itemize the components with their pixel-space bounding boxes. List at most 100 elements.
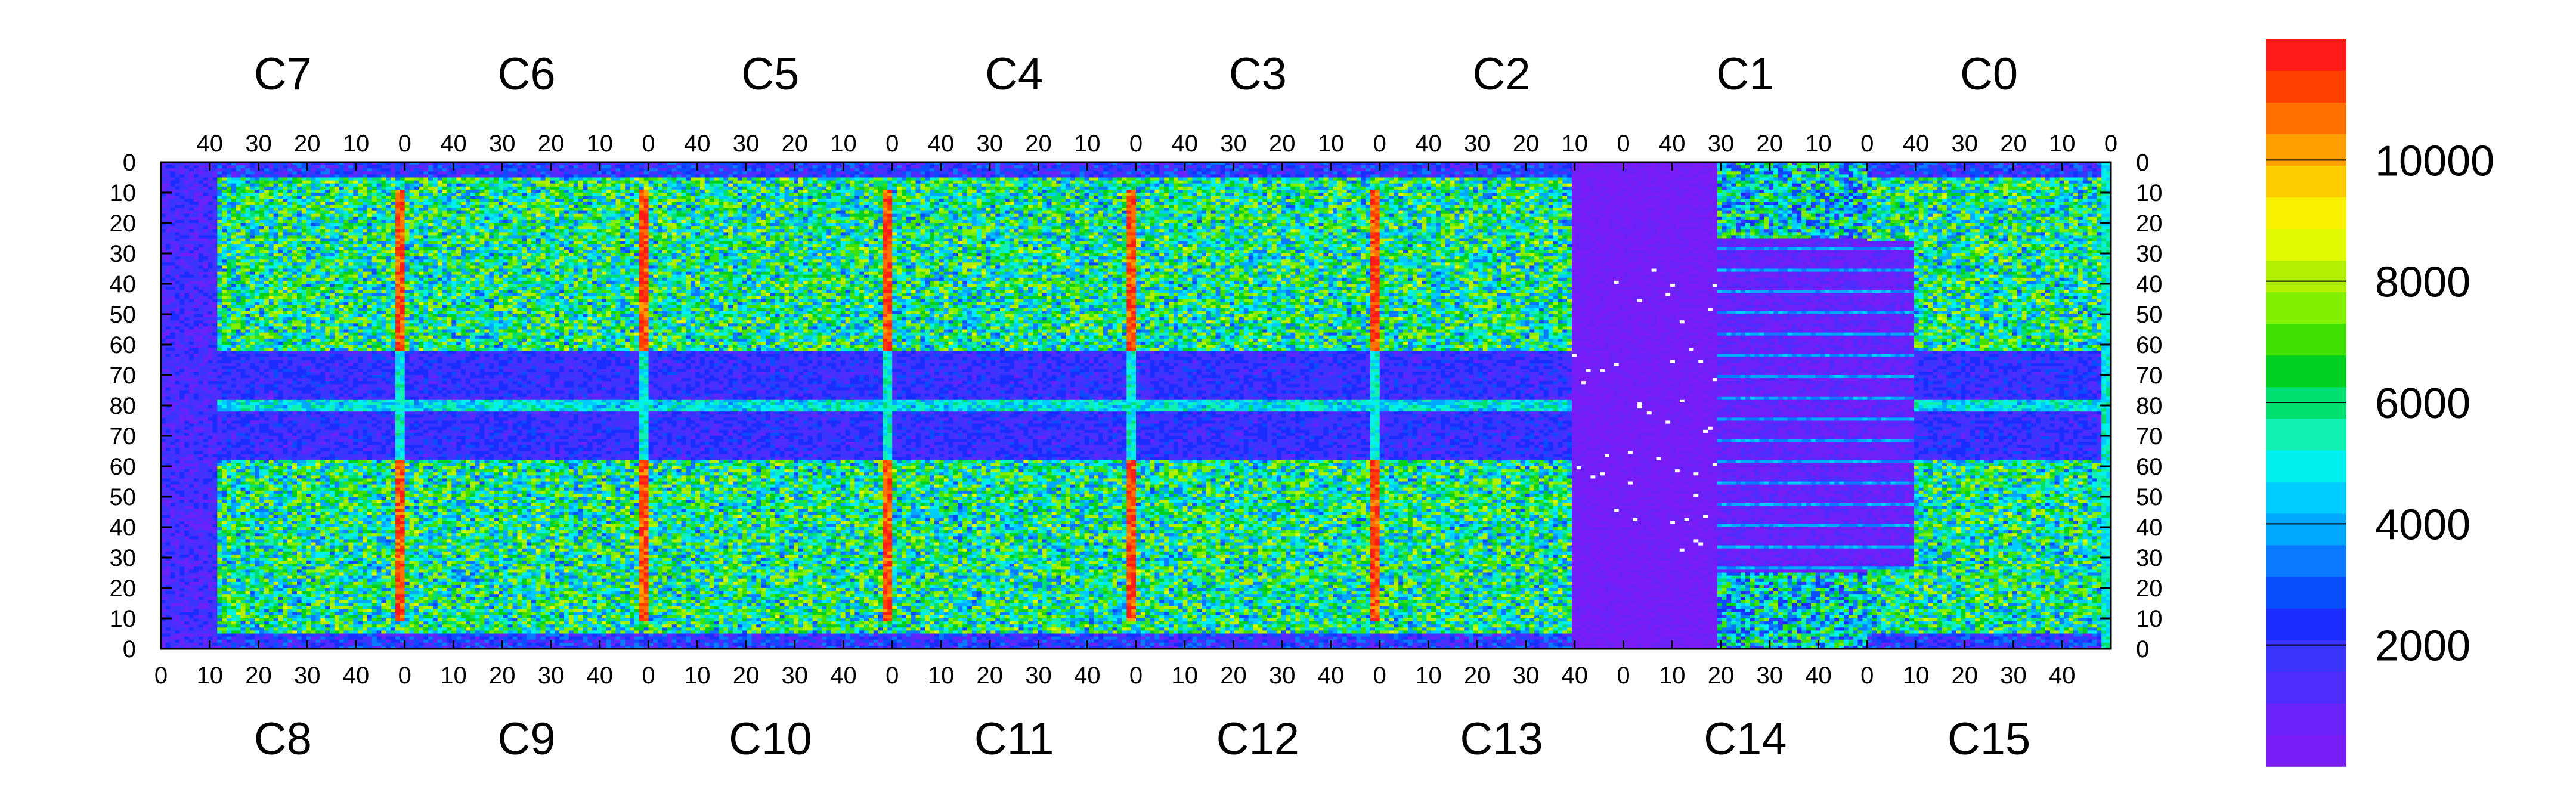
bottom-x-tick-label: 30 (1269, 662, 1296, 689)
top-x-tick-label: 30 (1952, 131, 1979, 157)
top-x-tick-label: 30 (1220, 131, 1247, 157)
top-x-tick-label: 10 (343, 131, 370, 157)
y-tick-label-left: 30 (110, 545, 137, 571)
bottom-x-tick-label: 20 (489, 662, 516, 689)
bottom-x-tick-label: 0 (642, 662, 655, 689)
bottom-x-tick-label: 40 (1074, 662, 1101, 689)
bottom-x-tick-label: 30 (538, 662, 565, 689)
bottom-x-tick-label: 10 (1903, 662, 1930, 689)
y-tick-label-right: 60 (2136, 332, 2163, 358)
y-tick-label-right: 0 (2136, 636, 2149, 662)
bottom-x-tick-label: 0 (1129, 662, 1143, 689)
colorbar-tick-label: 8000 (2375, 259, 2470, 306)
y-tick-label-left: 40 (110, 271, 137, 298)
bottom-chip-label: C11 (974, 714, 1054, 764)
y-tick-label-right: 0 (2136, 150, 2149, 176)
colorbar-segment (2266, 228, 2346, 261)
y-tick-label-right: 80 (2136, 393, 2163, 419)
top-chip-label: C7 (254, 49, 312, 100)
colorbar-segment (2266, 545, 2346, 577)
bottom-x-tick-label: 0 (886, 662, 899, 689)
y-tick-label-right: 60 (2136, 454, 2163, 480)
bottom-x-tick-label: 10 (197, 662, 224, 689)
top-chip-label: C5 (741, 49, 799, 100)
bottom-x-tick-label: 20 (245, 662, 272, 689)
top-x-tick-label: 10 (587, 131, 614, 157)
y-tick-label-left: 70 (110, 363, 137, 389)
top-x-tick-label: 0 (642, 131, 655, 157)
y-tick-label-right: 50 (2136, 302, 2163, 328)
bottom-x-tick-label: 20 (977, 662, 1004, 689)
bottom-x-tick-label: 30 (1513, 662, 1540, 689)
colorbar-segment (2266, 482, 2346, 514)
top-x-tick-label: 40 (1172, 131, 1199, 157)
bottom-x-tick-label: 0 (154, 662, 168, 689)
colorbar-segment (2266, 608, 2346, 640)
y-tick-label-left: 30 (110, 241, 137, 267)
y-tick-label-left: 50 (110, 302, 137, 328)
top-chip-label: C2 (1473, 49, 1531, 100)
top-chip-label: C3 (1229, 49, 1287, 100)
y-tick-label-left: 40 (110, 515, 137, 541)
colorbar-segment (2266, 39, 2346, 71)
bottom-x-tick-label: 30 (2000, 662, 2027, 689)
y-tick-label-right: 20 (2136, 575, 2163, 602)
top-x-tick-label: 30 (245, 131, 272, 157)
y-tick-label-right: 70 (2136, 423, 2163, 450)
top-x-tick-label: 40 (440, 131, 467, 157)
top-x-tick-label: 10 (1562, 131, 1589, 157)
colorbar-segment (2266, 165, 2346, 197)
top-x-tick-label: 10 (1805, 131, 1832, 157)
colorbar-segment (2266, 577, 2346, 609)
top-x-tick-label: 0 (1617, 131, 1630, 157)
bottom-x-tick-label: 20 (1708, 662, 1735, 689)
bottom-x-tick-label: 10 (440, 662, 467, 689)
bottom-x-tick-label: 40 (2049, 662, 2076, 689)
bottom-x-tick-label: 0 (398, 662, 411, 689)
top-x-tick-label: 0 (1373, 131, 1386, 157)
colorbar-segment (2266, 197, 2346, 229)
y-tick-label-left: 50 (110, 484, 137, 510)
colorbar-segment (2266, 102, 2346, 134)
bottom-x-tick-label: 20 (1220, 662, 1247, 689)
colorbar-segment (2266, 292, 2346, 324)
colorbar-segment (2266, 70, 2346, 103)
top-x-tick-label: 20 (294, 131, 321, 157)
colorbar-tick-label: 10000 (2375, 137, 2494, 185)
bottom-x-tick-label: 20 (1952, 662, 1979, 689)
bottom-chip-label: C12 (1216, 714, 1299, 764)
bottom-x-tick-label: 30 (294, 662, 321, 689)
colorbar-segment (2266, 134, 2346, 166)
top-x-tick-label: 30 (1708, 131, 1735, 157)
top-x-tick-label: 40 (1659, 131, 1686, 157)
top-x-tick-label: 10 (1074, 131, 1101, 157)
top-x-tick-label: 40 (1903, 131, 1930, 157)
y-tick-label-right: 10 (2136, 606, 2163, 632)
bottom-x-tick-label: 0 (1860, 662, 1874, 689)
bottom-chip-label: C13 (1460, 714, 1543, 764)
bottom-chip-label: C15 (1948, 714, 2030, 764)
top-chip-label: C1 (1716, 49, 1774, 100)
top-x-tick-label: 30 (1464, 131, 1491, 157)
top-x-tick-label: 30 (733, 131, 760, 157)
y-tick-label-right: 70 (2136, 363, 2163, 389)
bottom-chip-label: C10 (729, 714, 812, 764)
y-tick-label-left: 60 (110, 454, 137, 480)
top-chip-label: C0 (1960, 49, 2018, 100)
y-tick-label-left: 20 (110, 575, 137, 602)
colorbar-segment (2266, 419, 2346, 451)
y-tick-label-right: 50 (2136, 484, 2163, 510)
top-x-tick-label: 20 (2000, 131, 2027, 157)
bottom-x-tick-label: 40 (1562, 662, 1589, 689)
heatmap-cells (161, 162, 2111, 649)
colorbar-segment (2266, 323, 2346, 355)
y-tick-label-left: 0 (123, 150, 136, 176)
top-x-tick-label: 10 (1318, 131, 1345, 157)
bottom-x-tick-label: 10 (1415, 662, 1442, 689)
top-x-tick-label: 0 (398, 131, 411, 157)
y-tick-label-right: 40 (2136, 271, 2163, 298)
top-x-tick-label: 10 (2049, 131, 2076, 157)
bottom-x-tick-label: 40 (587, 662, 614, 689)
top-x-tick-label: 20 (1269, 131, 1296, 157)
